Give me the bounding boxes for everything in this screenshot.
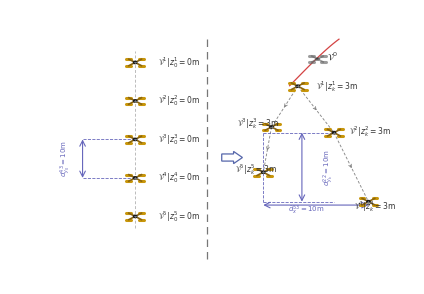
Circle shape — [316, 58, 319, 60]
Circle shape — [134, 138, 137, 141]
Text: $\mathcal{V}^3|z_k^3=3$m: $\mathcal{V}^3|z_k^3=3$m — [237, 116, 279, 131]
Text: $\mathcal{V}^1|z_k^1=3$m: $\mathcal{V}^1|z_k^1=3$m — [316, 79, 358, 94]
Text: $\mathcal{V}^2|z_0^2=0$m: $\mathcal{V}^2|z_0^2=0$m — [158, 93, 201, 108]
Text: $\mathcal{V}^5|z_0^5=0$m: $\mathcal{V}^5|z_0^5=0$m — [158, 209, 201, 224]
Circle shape — [367, 201, 370, 203]
Circle shape — [262, 171, 265, 173]
Circle shape — [134, 100, 137, 102]
Circle shape — [134, 61, 137, 64]
Text: $\mathcal{V}^4|z_0^4=0$m: $\mathcal{V}^4|z_0^4=0$m — [158, 171, 201, 185]
Text: $\bar{d}_x^{53}=10$m: $\bar{d}_x^{53}=10$m — [288, 203, 324, 217]
Text: $\mathcal{V}^1|z_0^1=0$m: $\mathcal{V}^1|z_0^1=0$m — [158, 55, 201, 70]
Text: $d_{y_0}^{43}=10$m: $d_{y_0}^{43}=10$m — [59, 140, 73, 177]
Text: $d_{y_k}^{22}=10$m: $d_{y_k}^{22}=10$m — [322, 148, 336, 186]
Circle shape — [296, 85, 299, 87]
Circle shape — [270, 126, 273, 128]
Text: $\mathcal{V}^2|z_k^2=3$m: $\mathcal{V}^2|z_k^2=3$m — [349, 124, 391, 139]
Circle shape — [134, 177, 137, 179]
Text: $\mathcal{V}^4|z_k^4=3$m: $\mathcal{V}^4|z_k^4=3$m — [354, 199, 396, 214]
Circle shape — [332, 131, 336, 134]
Circle shape — [134, 215, 137, 218]
Text: $\mathcal{V}^3|z_0^3=0$m: $\mathcal{V}^3|z_0^3=0$m — [158, 132, 201, 147]
Text: $\mathcal{V}^0$: $\mathcal{V}^0$ — [327, 51, 339, 63]
Text: $\mathcal{V}^5|z_k^5=3$m: $\mathcal{V}^5|z_k^5=3$m — [235, 163, 278, 177]
